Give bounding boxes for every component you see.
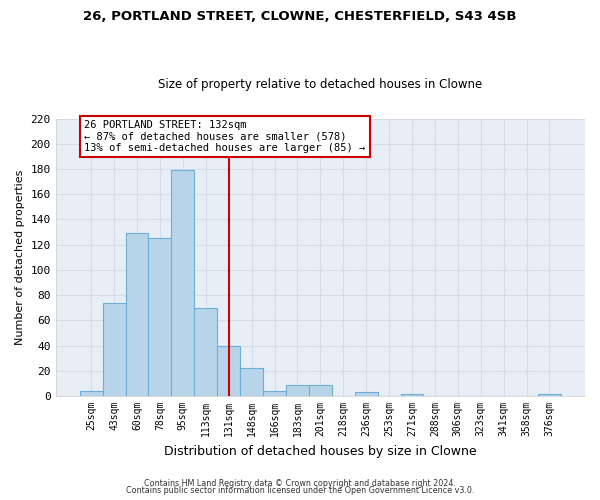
Bar (355, 392, 377, 396)
Bar (263, 391, 286, 396)
Bar (172, 170, 194, 396)
Bar (103, 302, 125, 396)
Text: Contains HM Land Registry data © Crown copyright and database right 2024.: Contains HM Land Registry data © Crown c… (144, 478, 456, 488)
X-axis label: Distribution of detached houses by size in Clowne: Distribution of detached houses by size … (164, 444, 476, 458)
Text: 26 PORTLAND STREET: 132sqm
← 87% of detached houses are smaller (578)
13% of sem: 26 PORTLAND STREET: 132sqm ← 87% of deta… (85, 120, 365, 153)
Bar (240, 368, 263, 396)
Bar (125, 234, 148, 396)
Bar (148, 238, 172, 396)
Bar (286, 384, 309, 396)
Bar (80, 391, 103, 396)
Text: Contains public sector information licensed under the Open Government Licence v3: Contains public sector information licen… (126, 486, 474, 495)
Title: Size of property relative to detached houses in Clowne: Size of property relative to detached ho… (158, 78, 482, 91)
Text: 26, PORTLAND STREET, CLOWNE, CHESTERFIELD, S43 4SB: 26, PORTLAND STREET, CLOWNE, CHESTERFIEL… (83, 10, 517, 23)
Bar (538, 394, 561, 396)
Bar (194, 308, 217, 396)
Bar (401, 394, 424, 396)
Bar (309, 384, 332, 396)
Bar (217, 346, 240, 396)
Y-axis label: Number of detached properties: Number of detached properties (15, 170, 25, 345)
